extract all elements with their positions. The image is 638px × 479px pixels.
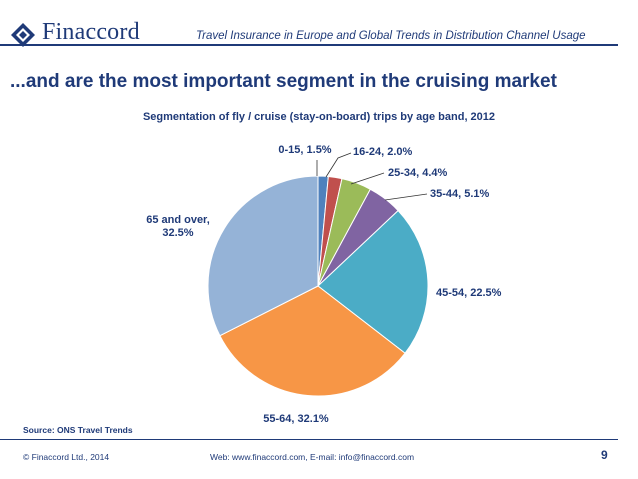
slide-title: ...and are the most important segment in… — [10, 71, 557, 92]
pie-slice-45-54 — [317, 209, 429, 354]
pie-chart: Segmentation of fly / cruise (stay-on-bo… — [143, 111, 502, 425]
data-label: 25-34, 4.4% — [388, 167, 448, 179]
data-label: 16-24, 2.0% — [353, 146, 413, 158]
data-label: 65 and over, 32.5% — [146, 214, 210, 239]
page-number: 9 — [601, 448, 608, 462]
data-label: 0-15, 1.5% — [278, 144, 331, 156]
leader-line — [384, 193, 428, 201]
footer-divider — [0, 439, 618, 440]
contact-info: Web: www.finaccord.com, E-mail: info@fin… — [210, 452, 415, 462]
logo-text: Finaccord — [42, 19, 140, 45]
source-note: Source: ONS Travel Trends — [23, 425, 133, 435]
data-label: 55-64, 32.1% — [263, 413, 329, 425]
header-divider — [0, 44, 618, 46]
chart-title: Segmentation of fly / cruise (stay-on-bo… — [143, 111, 495, 123]
data-label: 45-54, 22.5% — [436, 287, 502, 299]
report-title: Travel Insurance in Europe and Global Tr… — [196, 30, 586, 42]
leader-line — [350, 172, 385, 185]
data-label: 35-44, 5.1% — [430, 188, 490, 200]
copyright: © Finaccord Ltd., 2014 — [23, 452, 110, 462]
pie-slice-65-and-over — [207, 175, 319, 337]
finaccord-logo: Finaccord — [10, 18, 180, 52]
leader-line — [325, 152, 352, 178]
logo-diamond-icon — [11, 23, 35, 47]
pie-slice-55-64 — [219, 285, 406, 397]
